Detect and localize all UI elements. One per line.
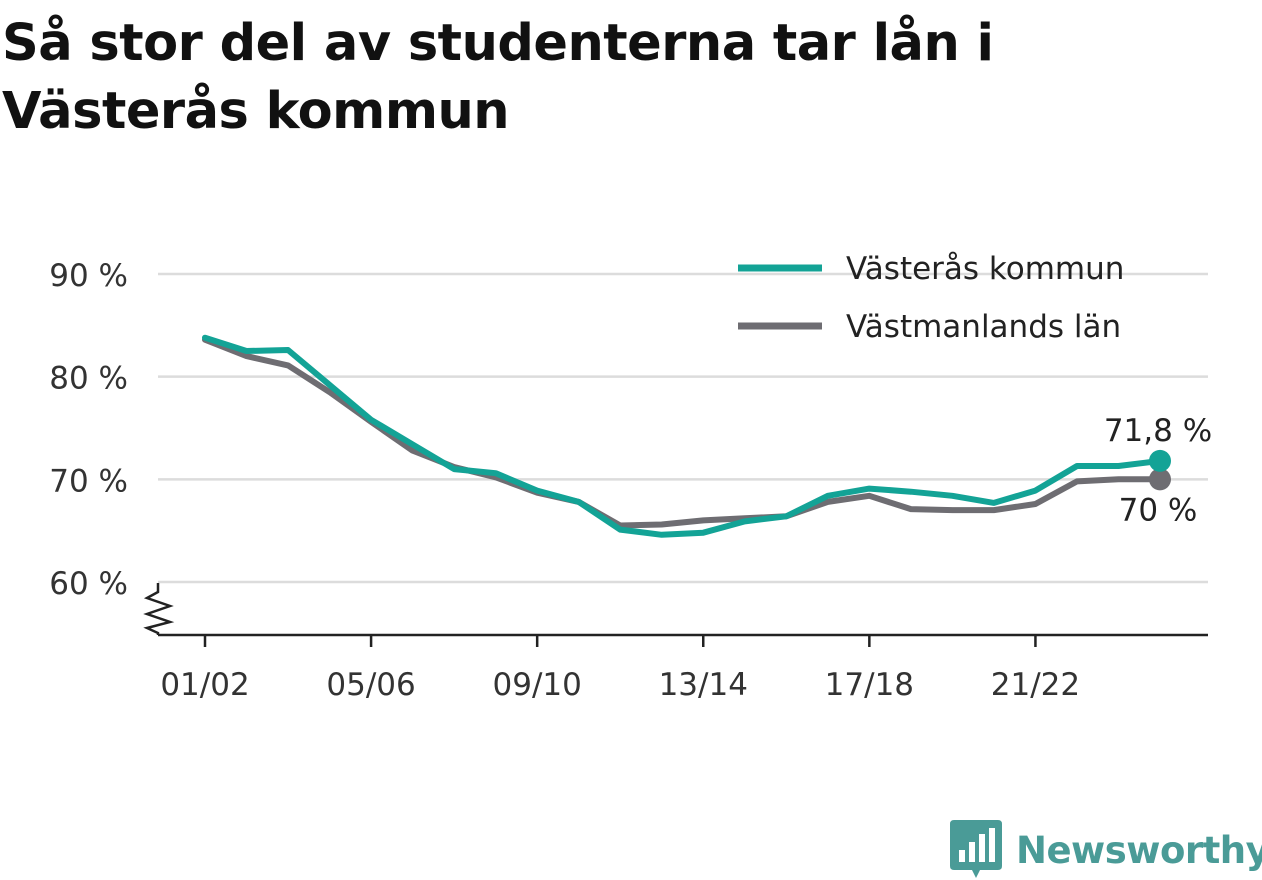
y-tick-label: 90 %: [49, 258, 128, 294]
y-tick-label: 70 %: [49, 463, 128, 499]
brand-name: Newsworthy: [1016, 828, 1262, 872]
y-tick-label: 80 %: [49, 361, 128, 397]
x-tick-label: 01/02: [160, 667, 249, 703]
end-label-vasteras: 71,8 %: [1104, 413, 1212, 449]
legend-label: Västerås kommun: [846, 251, 1124, 287]
line-chart: 60 % 70 % 80 % 90 % 01/02 05/06 09/10 13/14 17/…: [49, 251, 1212, 703]
series-end-point: [1149, 468, 1171, 491]
end-labels: 71,8 % 70 %: [1104, 413, 1212, 528]
x-axis: 01/02 05/06 09/10 13/14 17/18 21/22: [158, 633, 1208, 703]
end-label-vastmanland: 70 %: [1119, 492, 1198, 528]
x-tick-label: 13/14: [659, 667, 748, 703]
bar-chart-speech-bubble-icon: [950, 820, 1002, 878]
legend: Västerås kommun Västmanlands län: [738, 251, 1124, 345]
y-axis: 60 % 70 % 80 % 90 %: [49, 258, 175, 635]
x-tick-label: 05/06: [326, 667, 415, 703]
x-tick-label: 17/18: [825, 667, 914, 703]
series-line-v-ster-s-kommun: [202, 334, 1163, 538]
axis-break-mark: [143, 583, 175, 635]
x-tick-label: 09/10: [493, 667, 582, 703]
y-tick-label: 60 %: [49, 566, 128, 602]
series-end-point: [1149, 449, 1171, 472]
x-tick-label: 21/22: [991, 667, 1080, 703]
grid-lines: [158, 272, 1208, 584]
newsworthy-logo: Newsworthy: [950, 820, 1262, 880]
series-lines: [202, 334, 1171, 538]
chart-title: Så stor del av studenterna tar lån i Väs…: [2, 14, 994, 141]
legend-label: Västmanlands län: [846, 309, 1121, 345]
